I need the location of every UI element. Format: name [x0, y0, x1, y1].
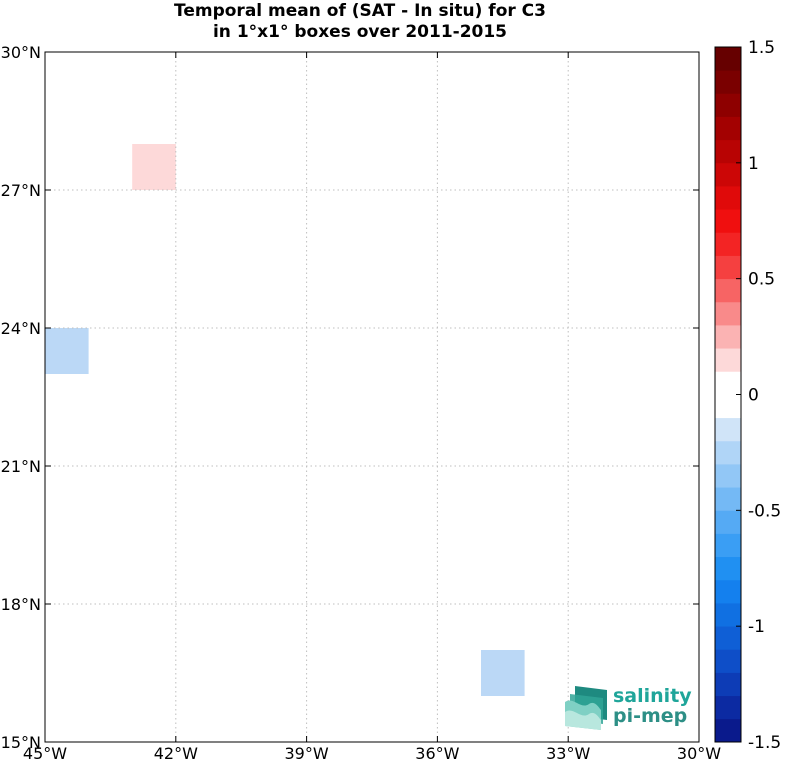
data-cell-2 — [481, 650, 525, 696]
y-tick-label: 27°N — [1, 181, 41, 200]
x-tick-label: 39°W — [285, 744, 329, 763]
colorbar-segment — [715, 440, 741, 465]
colorbar-segment — [715, 626, 741, 650]
colorbar-segment — [715, 371, 741, 395]
colorbar-segment — [715, 278, 741, 303]
y-tick-label: 18°N — [1, 595, 41, 614]
y-tick-label: 15°N — [1, 733, 41, 752]
grid-layer — [45, 52, 699, 742]
colorbar-segment — [715, 556, 741, 581]
colorbar-segment — [715, 533, 741, 558]
colorbar-segment — [715, 325, 741, 349]
colorbar-segment — [715, 93, 741, 117]
colorbar-segment — [715, 348, 741, 372]
ticks-layer: 45°W 42°W 39°W 36°W 33°W 30°W 30°N 27°N 24°N 21°N… — [1, 43, 722, 763]
colorbar-segment — [715, 47, 741, 71]
colorbar-segment — [715, 718, 741, 743]
colorbar: 1.5 1 0.5 0 -0.5 -1 -1.5 — [714, 38, 781, 753]
colorbar-segment — [715, 672, 741, 697]
colorbar-segment — [715, 603, 741, 627]
chart-title-line-1: Temporal mean of (SAT - In situ) for C3 — [174, 1, 546, 21]
colorbar-segment — [715, 487, 741, 511]
colorbar-tick-label: -0.5 — [748, 501, 781, 521]
colorbar-segment — [715, 394, 741, 419]
wave-logo-icon — [565, 686, 607, 730]
x-tick-label: 45°W — [23, 744, 67, 763]
cells-layer — [45, 144, 525, 696]
data-cell-0 — [132, 144, 176, 190]
colorbar-segment — [715, 232, 741, 256]
colorbar-segment — [715, 464, 741, 488]
colorbar-segment — [715, 649, 741, 673]
data-cell-1 — [45, 328, 89, 374]
colorbar-tick-label: 0 — [748, 386, 759, 406]
colorbar-segment — [715, 162, 741, 187]
chart-title-line-2: in 1°x1° boxes over 2011-2015 — [212, 22, 508, 42]
x-tick-label: 36°W — [415, 744, 459, 763]
colorbar-segment — [715, 695, 741, 720]
x-tick-label: 42°W — [154, 744, 198, 763]
logo-text-pimep: pi-mep — [613, 705, 688, 727]
x-tick-label: 33°W — [546, 744, 590, 763]
colorbar-tick-label: 0.5 — [748, 270, 775, 290]
colorbar-segment — [715, 255, 741, 280]
colorbar-segment — [715, 70, 741, 94]
salinity-pimep-logo: salinity pi-mep — [563, 684, 703, 734]
y-tick-label: 30°N — [1, 43, 41, 62]
colorbar-tick-label: -1.5 — [748, 733, 781, 753]
colorbar-segment — [715, 417, 741, 442]
colorbar-segment — [715, 510, 741, 534]
colorbar-segment — [715, 116, 741, 141]
x-tick-label: 30°W — [677, 744, 721, 763]
colorbar-segment — [715, 186, 741, 210]
y-tick-label: 24°N — [1, 319, 41, 338]
colorbar-segment — [715, 301, 741, 326]
map-frame — [44, 51, 700, 743]
colorbar-tick-label: 1 — [748, 154, 759, 174]
colorbar-segment — [715, 579, 741, 604]
logo-text-salinity: salinity — [613, 685, 692, 707]
colorbar-segment — [715, 139, 741, 164]
y-tick-label: 21°N — [1, 457, 41, 476]
colorbar-tick-label: -1 — [748, 617, 765, 637]
colorbar-tick-label: 1.5 — [748, 38, 775, 58]
colorbar-segment — [715, 209, 741, 233]
